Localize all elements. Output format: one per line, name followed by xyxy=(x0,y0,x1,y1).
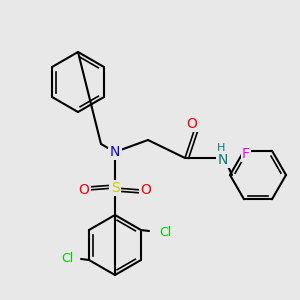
Text: N: N xyxy=(218,153,228,167)
Text: O: O xyxy=(187,117,197,131)
Text: N: N xyxy=(110,145,120,159)
Text: Cl: Cl xyxy=(61,251,73,265)
Text: H: H xyxy=(217,143,225,153)
Text: S: S xyxy=(111,181,119,195)
Text: O: O xyxy=(141,183,152,197)
Text: Cl: Cl xyxy=(159,226,171,238)
Text: O: O xyxy=(79,183,89,197)
Text: F: F xyxy=(242,147,250,161)
